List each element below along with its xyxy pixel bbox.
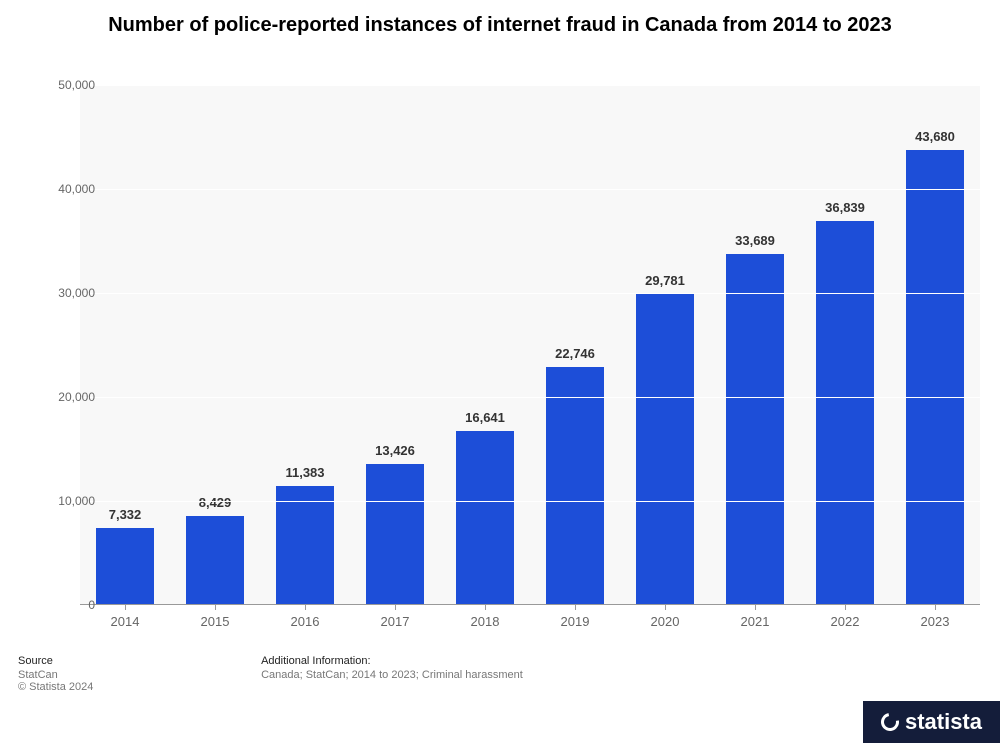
x-tick-mark — [485, 604, 486, 610]
logo-text: statista — [905, 709, 982, 735]
grid-line — [80, 189, 980, 190]
x-tick-label: 2021 — [741, 614, 770, 629]
grid-line — [80, 293, 980, 294]
bar: 8,429 — [186, 516, 244, 604]
bar-value-label: 16,641 — [465, 410, 505, 425]
x-tick-mark — [395, 604, 396, 610]
bar-slot: 16,6412018 — [440, 85, 530, 604]
bar-slot: 43,6802023 — [890, 85, 980, 604]
x-tick-label: 2018 — [471, 614, 500, 629]
plot-area: 7,33220148,429201511,383201613,426201716… — [80, 85, 980, 605]
y-tick-label: 40,000 — [35, 182, 95, 196]
grid-line — [80, 85, 980, 86]
bar: 13,426 — [366, 464, 424, 604]
bar-slot: 7,3322014 — [80, 85, 170, 604]
chart-title: Number of police-reported instances of i… — [0, 0, 1000, 47]
x-tick-label: 2022 — [831, 614, 860, 629]
x-tick-label: 2019 — [561, 614, 590, 629]
bar: 29,781 — [636, 294, 694, 604]
bar-slot: 29,7812020 — [620, 85, 710, 604]
x-tick-label: 2016 — [291, 614, 320, 629]
y-tick-label: 20,000 — [35, 390, 95, 404]
bar-value-label: 22,746 — [555, 346, 595, 361]
bar-slot: 33,6892021 — [710, 85, 800, 604]
chart-area: Number of cyber fraud cases 7,33220148,4… — [0, 75, 1000, 645]
bar-value-label: 7,332 — [109, 507, 142, 522]
x-tick-mark — [305, 604, 306, 610]
bars-container: 7,33220148,429201511,383201613,426201716… — [80, 85, 980, 604]
bar-slot: 22,7462019 — [530, 85, 620, 604]
y-tick-label: 30,000 — [35, 286, 95, 300]
x-tick-label: 2015 — [201, 614, 230, 629]
statista-logo: statista — [863, 701, 1000, 743]
x-tick-mark — [575, 604, 576, 610]
bar: 11,383 — [276, 486, 334, 604]
bar: 7,332 — [96, 528, 154, 604]
bar-value-label: 8,429 — [199, 495, 232, 510]
info-value: Canada; StatCan; 2014 to 2023; Criminal … — [261, 669, 861, 681]
bar-value-label: 33,689 — [735, 233, 775, 248]
x-tick-mark — [935, 604, 936, 610]
y-tick-label: 50,000 — [35, 78, 95, 92]
grid-line — [80, 397, 980, 398]
x-tick-mark — [215, 604, 216, 610]
bar-value-label: 11,383 — [285, 465, 324, 480]
x-tick-mark — [755, 604, 756, 610]
x-tick-label: 2014 — [111, 614, 140, 629]
chart-footer: Source StatCan © Statista 2024 Additiona… — [18, 655, 982, 693]
bar-value-label: 29,781 — [645, 273, 685, 288]
bar: 36,839 — [816, 221, 874, 604]
bar-value-label: 36,839 — [825, 200, 865, 215]
x-tick-label: 2023 — [921, 614, 950, 629]
bar: 33,689 — [726, 254, 784, 604]
bar-slot: 36,8392022 — [800, 85, 890, 604]
copyright-text: © Statista 2024 — [18, 681, 258, 693]
bar: 43,680 — [906, 150, 964, 604]
info-label: Additional Information: — [261, 655, 861, 667]
logo-icon — [877, 709, 902, 734]
bar-slot: 8,4292015 — [170, 85, 260, 604]
x-tick-label: 2020 — [651, 614, 680, 629]
x-tick-mark — [125, 604, 126, 610]
bar-value-label: 13,426 — [375, 443, 415, 458]
bar-value-label: 43,680 — [915, 129, 955, 144]
y-tick-label: 0 — [35, 598, 95, 612]
grid-line — [80, 501, 980, 502]
x-tick-mark — [845, 604, 846, 610]
bar-slot: 11,3832016 — [260, 85, 350, 604]
bar: 16,641 — [456, 431, 514, 604]
source-value: StatCan — [18, 669, 258, 681]
y-tick-label: 10,000 — [35, 494, 95, 508]
x-tick-label: 2017 — [381, 614, 410, 629]
x-tick-mark — [665, 604, 666, 610]
bar-slot: 13,4262017 — [350, 85, 440, 604]
source-label: Source — [18, 655, 258, 667]
bar: 22,746 — [546, 367, 604, 604]
